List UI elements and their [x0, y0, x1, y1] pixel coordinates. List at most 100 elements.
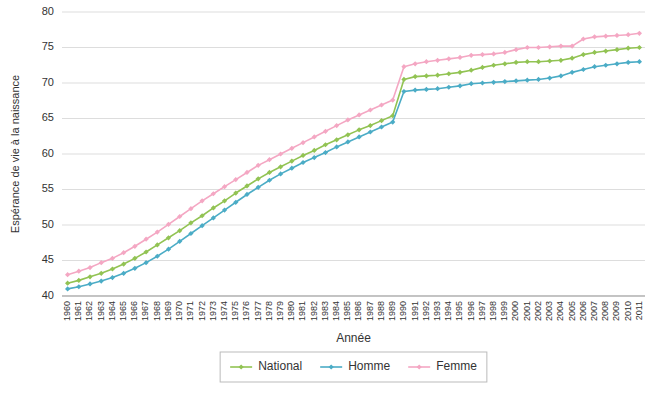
- point: [334, 144, 339, 149]
- point: [390, 97, 395, 102]
- point: [558, 73, 563, 78]
- point: [267, 178, 272, 183]
- point: [401, 64, 406, 69]
- point: [525, 59, 530, 64]
- point: [570, 70, 575, 75]
- point: [357, 112, 362, 117]
- point: [637, 59, 642, 64]
- point: [256, 163, 261, 168]
- x-tick-label: 1962: [84, 301, 94, 321]
- point: [603, 63, 608, 68]
- y-tick-label: 60: [42, 147, 54, 159]
- point: [132, 256, 137, 261]
- point: [357, 127, 362, 132]
- point: [626, 60, 631, 65]
- point: [110, 266, 115, 271]
- point: [200, 213, 205, 218]
- x-tick-label: 1988: [376, 301, 386, 321]
- x-tick-label: 1996: [466, 301, 476, 321]
- point: [345, 117, 350, 122]
- point: [65, 281, 70, 286]
- point: [446, 71, 451, 76]
- point: [312, 148, 317, 153]
- point: [87, 265, 92, 270]
- legend-label: Homme: [348, 359, 390, 373]
- point: [592, 34, 597, 39]
- grid-line: [62, 225, 645, 226]
- point: [581, 67, 586, 72]
- point: [513, 60, 518, 65]
- point: [143, 249, 148, 254]
- point: [491, 51, 496, 56]
- legend-marker: [329, 364, 334, 369]
- point: [480, 80, 485, 85]
- point: [99, 271, 104, 276]
- x-tick-label: 1970: [174, 301, 184, 321]
- point: [300, 140, 305, 145]
- point: [525, 78, 530, 83]
- y-tick-label: 80: [42, 5, 54, 17]
- point: [592, 50, 597, 55]
- x-tick-label: 1995: [454, 301, 464, 321]
- point: [480, 52, 485, 57]
- point: [491, 63, 496, 68]
- point: [200, 223, 205, 228]
- x-tick-label: 1973: [208, 301, 218, 321]
- point: [536, 59, 541, 64]
- x-tick-label: 1967: [140, 301, 150, 321]
- y-tick-label: 45: [42, 253, 54, 265]
- x-tick-label: 1989: [387, 301, 397, 321]
- point: [188, 206, 193, 211]
- point: [614, 33, 619, 38]
- x-tick-label: 1984: [331, 301, 341, 321]
- x-tick-label: 1964: [107, 301, 117, 321]
- point: [536, 77, 541, 82]
- x-tick-label: 1982: [309, 301, 319, 321]
- point: [413, 88, 418, 93]
- point: [614, 61, 619, 66]
- point: [547, 75, 552, 80]
- point: [581, 52, 586, 57]
- point: [435, 86, 440, 91]
- x-tick-label: 2010: [623, 301, 633, 321]
- point: [65, 272, 70, 277]
- legend-item: National: [230, 359, 302, 373]
- point: [547, 44, 552, 49]
- y-tick-label: 75: [42, 40, 54, 52]
- point: [166, 235, 171, 240]
- x-tick-label: 1983: [320, 301, 330, 321]
- x-tick-label: 2005: [567, 301, 577, 321]
- y-tick-label: 55: [42, 182, 54, 194]
- point: [614, 47, 619, 52]
- point: [536, 45, 541, 50]
- point: [211, 205, 216, 210]
- x-tick-label: 2009: [611, 301, 621, 321]
- point: [435, 73, 440, 78]
- x-tick-label: 1994: [443, 301, 453, 321]
- point: [424, 87, 429, 92]
- point: [513, 47, 518, 52]
- point: [110, 256, 115, 261]
- point: [211, 215, 216, 220]
- point: [345, 132, 350, 137]
- point: [446, 85, 451, 90]
- x-tick-label: 1963: [96, 301, 106, 321]
- point: [626, 32, 631, 37]
- legend-marker: [239, 364, 244, 369]
- y-axis: 404550556065707580: [42, 5, 645, 301]
- point: [334, 137, 339, 142]
- point: [177, 239, 182, 244]
- point: [155, 230, 160, 235]
- point: [289, 159, 294, 164]
- x-tick-label: 1978: [264, 301, 274, 321]
- point: [76, 284, 81, 289]
- x-tick-label: 1991: [410, 301, 420, 321]
- point: [390, 119, 395, 124]
- point: [244, 170, 249, 175]
- x-tick-label: 1993: [432, 301, 442, 321]
- grid-line: [62, 296, 645, 297]
- grid-line: [62, 154, 645, 155]
- point: [603, 48, 608, 53]
- point: [87, 281, 92, 286]
- point: [76, 269, 81, 274]
